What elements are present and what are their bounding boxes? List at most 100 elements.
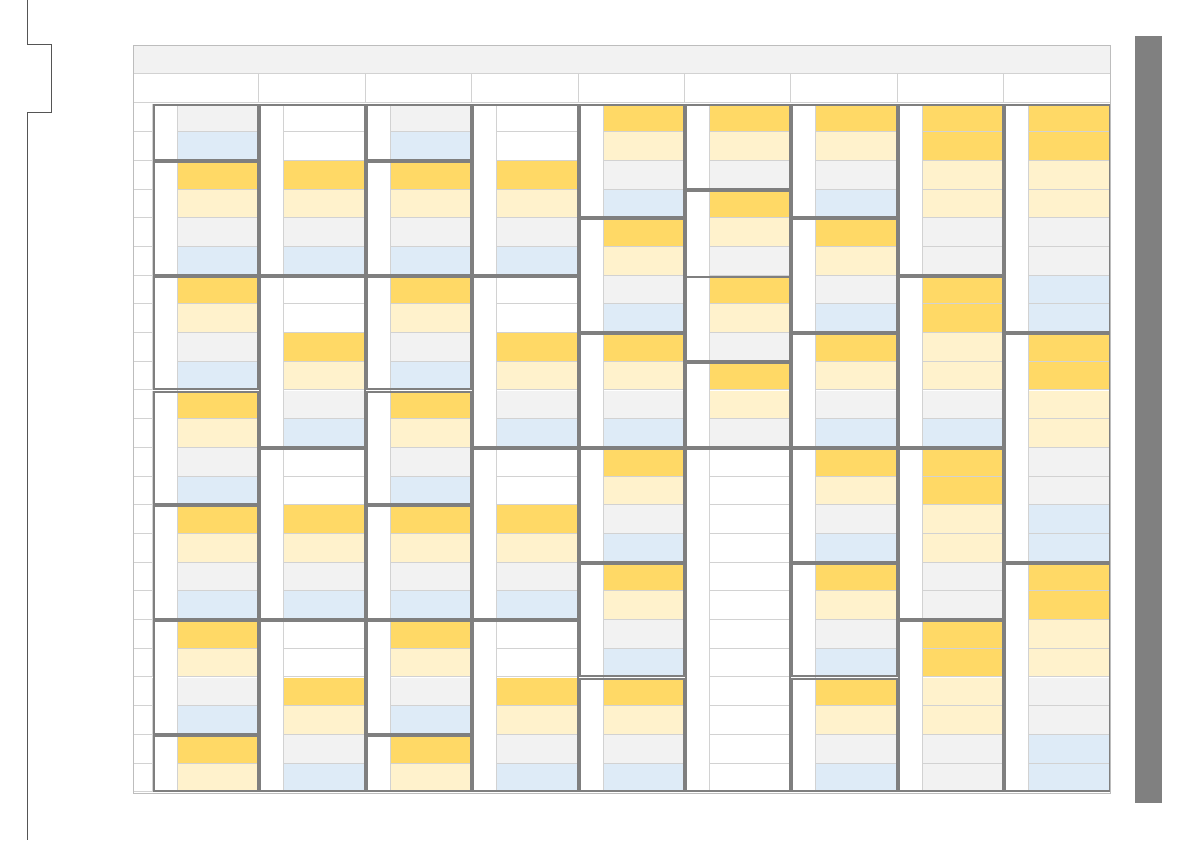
grid-cell[interactable]: [922, 591, 1005, 621]
column-header[interactable]: [472, 74, 579, 103]
grid-cell[interactable]: [1029, 247, 1111, 276]
grid-cell[interactable]: [178, 677, 260, 707]
row-header[interactable]: [133, 734, 153, 764]
grid-cell[interactable]: [178, 476, 260, 506]
grid-cell[interactable]: [1029, 476, 1111, 506]
grid-cell[interactable]: [816, 476, 898, 506]
grid-cell[interactable]: [497, 218, 579, 247]
grid-cell[interactable]: [603, 275, 685, 305]
grid-cell[interactable]: [178, 419, 260, 448]
grid-cell[interactable]: [922, 275, 1005, 305]
grid-cell[interactable]: [816, 763, 898, 793]
grid-cell[interactable]: [1029, 361, 1111, 391]
grid-cell[interactable]: [284, 361, 366, 391]
grid-cell[interactable]: [390, 677, 473, 707]
grid-cell[interactable]: [1029, 706, 1111, 735]
row-header[interactable]: [133, 591, 153, 621]
grid-cell[interactable]: [710, 361, 792, 391]
grid-cell[interactable]: [390, 620, 473, 649]
grid-cell[interactable]: [497, 648, 579, 678]
grid-cell[interactable]: [816, 706, 898, 735]
grid-cell[interactable]: [497, 333, 579, 362]
grid-cell[interactable]: [922, 333, 1005, 362]
grid-cell[interactable]: [922, 160, 1005, 190]
row-header[interactable]: [133, 218, 153, 247]
grid-cell[interactable]: [1029, 419, 1111, 448]
grid-cell[interactable]: [1029, 304, 1111, 334]
grid-cell[interactable]: [178, 706, 260, 735]
grid-cell[interactable]: [497, 534, 579, 563]
grid-cell[interactable]: [390, 304, 473, 334]
grid-cell[interactable]: [390, 505, 473, 534]
grid-cell[interactable]: [710, 534, 792, 563]
grid-cell[interactable]: [284, 591, 366, 621]
grid-cell[interactable]: [816, 534, 898, 563]
grid-cell[interactable]: [922, 562, 1005, 592]
grid-cell[interactable]: [922, 419, 1005, 448]
grid-cell[interactable]: [284, 247, 366, 276]
grid-cell[interactable]: [1029, 734, 1111, 764]
row-header[interactable]: [133, 763, 153, 793]
grid-cell[interactable]: [1029, 333, 1111, 362]
grid-cell[interactable]: [922, 189, 1005, 219]
grid-cell[interactable]: [497, 734, 579, 764]
grid-cell[interactable]: [497, 677, 579, 707]
grid-cell[interactable]: [1029, 218, 1111, 247]
row-header[interactable]: [133, 304, 153, 334]
grid-cell[interactable]: [1029, 189, 1111, 219]
grid-cell[interactable]: [390, 734, 473, 764]
row-header[interactable]: [133, 103, 153, 133]
grid-cell[interactable]: [1029, 677, 1111, 707]
grid-cell[interactable]: [922, 476, 1005, 506]
grid-cell[interactable]: [497, 189, 579, 219]
grid-cell[interactable]: [178, 534, 260, 563]
grid-cell[interactable]: [284, 476, 366, 506]
grid-cell[interactable]: [922, 505, 1005, 534]
grid-cell[interactable]: [710, 677, 792, 707]
grid-cell[interactable]: [284, 734, 366, 764]
grid-cell[interactable]: [178, 620, 260, 649]
grid-cell[interactable]: [1029, 562, 1111, 592]
row-header[interactable]: [133, 160, 153, 190]
grid-cell[interactable]: [922, 103, 1005, 133]
grid-cell[interactable]: [178, 390, 260, 420]
grid-cell[interactable]: [922, 390, 1005, 420]
grid-cell[interactable]: [710, 304, 792, 334]
grid-cell[interactable]: [816, 132, 898, 161]
grid-cell[interactable]: [178, 218, 260, 247]
grid-cell[interactable]: [390, 706, 473, 735]
grid-cell[interactable]: [284, 447, 366, 477]
grid-cell[interactable]: [1029, 160, 1111, 190]
grid-cell[interactable]: [284, 304, 366, 334]
grid-cell[interactable]: [816, 247, 898, 276]
grid-cell[interactable]: [816, 275, 898, 305]
grid-cell[interactable]: [390, 419, 473, 448]
grid-cell[interactable]: [497, 591, 579, 621]
grid-cell[interactable]: [497, 160, 579, 190]
grid-cell[interactable]: [1029, 620, 1111, 649]
grid-cell[interactable]: [922, 447, 1005, 477]
row-header[interactable]: [133, 132, 153, 161]
grid-cell[interactable]: [922, 247, 1005, 276]
grid-cell[interactable]: [603, 476, 685, 506]
grid-cell[interactable]: [178, 132, 260, 161]
grid-cell[interactable]: [284, 333, 366, 362]
grid-cell[interactable]: [816, 562, 898, 592]
grid-cell[interactable]: [603, 706, 685, 735]
grid-cell[interactable]: [390, 218, 473, 247]
grid-cell[interactable]: [603, 160, 685, 190]
grid-cell[interactable]: [178, 734, 260, 764]
grid-cell[interactable]: [710, 218, 792, 247]
grid-cell[interactable]: [603, 419, 685, 448]
grid-cell[interactable]: [1029, 591, 1111, 621]
grid-cell[interactable]: [178, 189, 260, 219]
side-scrollbar[interactable]: [1135, 36, 1162, 803]
grid-cell[interactable]: [922, 361, 1005, 391]
grid-cell[interactable]: [284, 419, 366, 448]
grid-cell[interactable]: [390, 132, 473, 161]
grid-cell[interactable]: [603, 247, 685, 276]
row-header[interactable]: [133, 419, 153, 448]
grid-cell[interactable]: [178, 562, 260, 592]
grid-cell[interactable]: [284, 160, 366, 190]
grid-cell[interactable]: [922, 648, 1005, 678]
